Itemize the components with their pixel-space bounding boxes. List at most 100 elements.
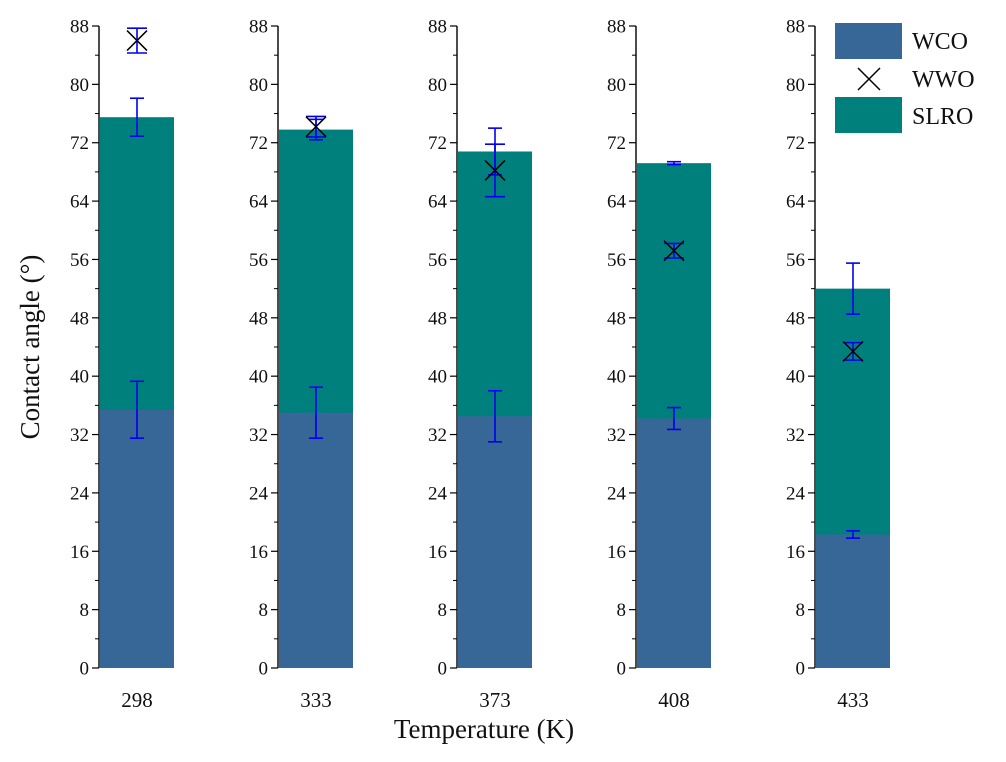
panel-298: 0 8 16 24 32 40 48 56 64 72 80 88 298 <box>70 17 174 712</box>
y-tick-label-373-16: 16 <box>428 542 447 563</box>
y-tick-label-333-72: 72 <box>249 133 268 154</box>
y-tick-label-433-8: 8 <box>796 600 806 621</box>
errorbar-wco-433 <box>846 530 860 539</box>
x-category-label-333: 333 <box>300 688 332 712</box>
y-tick-label-333-8: 8 <box>259 600 269 621</box>
marker-wwo-373-b <box>484 159 506 181</box>
y-tick-label-433-64: 64 <box>786 192 806 213</box>
panel-433: 0 8 16 24 32 40 48 56 64 72 80 88 433 <box>786 17 890 712</box>
y-tick-label-408-88: 88 <box>607 17 626 38</box>
y-tick-label-433-24: 24 <box>786 483 806 504</box>
y-tick-label-433-88: 88 <box>786 17 805 38</box>
y-tick-label-408-0: 0 <box>617 659 627 680</box>
y-tick-label-373-88: 88 <box>428 17 447 38</box>
y-tick-label-433-0: 0 <box>796 659 806 680</box>
marker-wwo-298-b <box>126 30 148 52</box>
y-tick-label-333-64: 64 <box>249 192 269 213</box>
marker-wwo-373 <box>484 159 506 181</box>
y-tick-label-433-80: 80 <box>786 75 805 96</box>
y-tick-label-373-48: 48 <box>428 308 447 329</box>
marker-wwo-298 <box>126 30 148 52</box>
y-tick-label-333-32: 32 <box>249 425 268 446</box>
y-tick-label-433-32: 32 <box>786 425 805 446</box>
y-tick-label-408-80: 80 <box>607 75 626 96</box>
legend-swatch-wwo-b <box>857 67 881 91</box>
y-tick-label-373-32: 32 <box>428 425 447 446</box>
panels-layer: 0816243240485664728088298081624324048566… <box>70 17 890 712</box>
legend-swatch-wwo <box>857 67 881 91</box>
y-tick-label-298-32: 32 <box>70 425 89 446</box>
marker-wwo-333-b <box>305 116 327 138</box>
y-tick-label-333-56: 56 <box>249 250 268 271</box>
y-tick-label-373-64: 64 <box>428 192 448 213</box>
panel-373: 0 8 16 24 32 40 48 56 64 72 80 88 373 <box>428 17 532 712</box>
y-tick-label-373-24: 24 <box>428 483 448 504</box>
legend-swatch-wco <box>835 23 902 59</box>
y-axis-title: Contact angle (°) <box>15 255 45 440</box>
y-tick-label-433-48: 48 <box>786 308 805 329</box>
legend-label-wco: WCO <box>912 29 968 55</box>
y-tick-label-373-40: 40 <box>428 367 447 388</box>
y-tick-label-373-8: 8 <box>438 600 448 621</box>
y-tick-label-298-72: 72 <box>70 133 89 154</box>
y-tick-label-408-8: 8 <box>617 600 627 621</box>
y-tick-label-298-0: 0 <box>80 659 90 680</box>
errorbar-wco-373 <box>488 389 502 443</box>
x-category-label-433: 433 <box>837 688 869 712</box>
y-tick-label-433-16: 16 <box>786 542 805 563</box>
y-tick-label-433-72: 72 <box>786 133 805 154</box>
x-axis-title: Temperature (K) <box>394 714 574 744</box>
y-tick-label-333-40: 40 <box>249 367 268 388</box>
y-tick-label-408-32: 32 <box>607 425 626 446</box>
legend: WCO WWO SLRO <box>835 23 975 133</box>
bar-wco-333 <box>279 412 353 668</box>
errorbar-wco-408 <box>667 406 681 431</box>
y-tick-label-333-24: 24 <box>249 483 269 504</box>
legend-label-wwo: WWO <box>912 67 975 93</box>
y-tick-label-433-40: 40 <box>786 367 805 388</box>
y-tick-label-373-72: 72 <box>428 133 447 154</box>
y-tick-label-373-0: 0 <box>438 659 448 680</box>
errorbar-slro-433 <box>846 262 860 315</box>
y-tick-label-298-64: 64 <box>70 192 90 213</box>
y-tick-label-408-64: 64 <box>607 192 627 213</box>
errorbar-wco-298 <box>130 380 144 439</box>
y-tick-label-333-16: 16 <box>249 542 268 563</box>
y-tick-label-298-80: 80 <box>70 75 89 96</box>
y-tick-label-333-88: 88 <box>249 17 268 38</box>
y-tick-label-408-48: 48 <box>607 308 626 329</box>
marker-wwo-433-b <box>842 340 864 362</box>
x-category-label-298: 298 <box>121 688 153 712</box>
y-tick-label-373-80: 80 <box>428 75 447 96</box>
y-tick-label-373-56: 56 <box>428 250 447 271</box>
y-tick-label-298-40: 40 <box>70 367 89 388</box>
bar-wco-408 <box>637 418 711 668</box>
y-tick-label-333-80: 80 <box>249 75 268 96</box>
y-tick-label-408-72: 72 <box>607 133 626 154</box>
y-tick-label-298-16: 16 <box>70 542 89 563</box>
y-tick-label-408-56: 56 <box>607 250 626 271</box>
bar-wco-298 <box>100 409 174 668</box>
errorbar-slro-298 <box>130 97 144 137</box>
errorbar-slro-408 <box>667 160 681 166</box>
marker-wwo-333 <box>305 116 327 138</box>
y-tick-label-333-0: 0 <box>259 659 269 680</box>
y-tick-label-298-8: 8 <box>80 600 90 621</box>
marker-wwo-408-b <box>663 240 685 262</box>
x-category-label-408: 408 <box>658 688 690 712</box>
y-tick-label-298-88: 88 <box>70 17 89 38</box>
panel-333: 0 8 16 24 32 40 48 56 64 72 80 88 333 <box>249 17 353 712</box>
y-tick-label-298-48: 48 <box>70 308 89 329</box>
marker-wwo-433 <box>842 340 864 362</box>
legend-swatch-slro <box>835 97 902 133</box>
marker-wwo-408 <box>663 240 685 262</box>
y-tick-label-408-24: 24 <box>607 483 627 504</box>
y-tick-label-433-56: 56 <box>786 250 805 271</box>
bar-wco-373 <box>458 416 532 668</box>
y-tick-label-408-16: 16 <box>607 542 626 563</box>
legend-label-slro: SLRO <box>912 104 973 130</box>
bar-wco-433 <box>816 534 890 668</box>
y-tick-label-333-48: 48 <box>249 308 268 329</box>
